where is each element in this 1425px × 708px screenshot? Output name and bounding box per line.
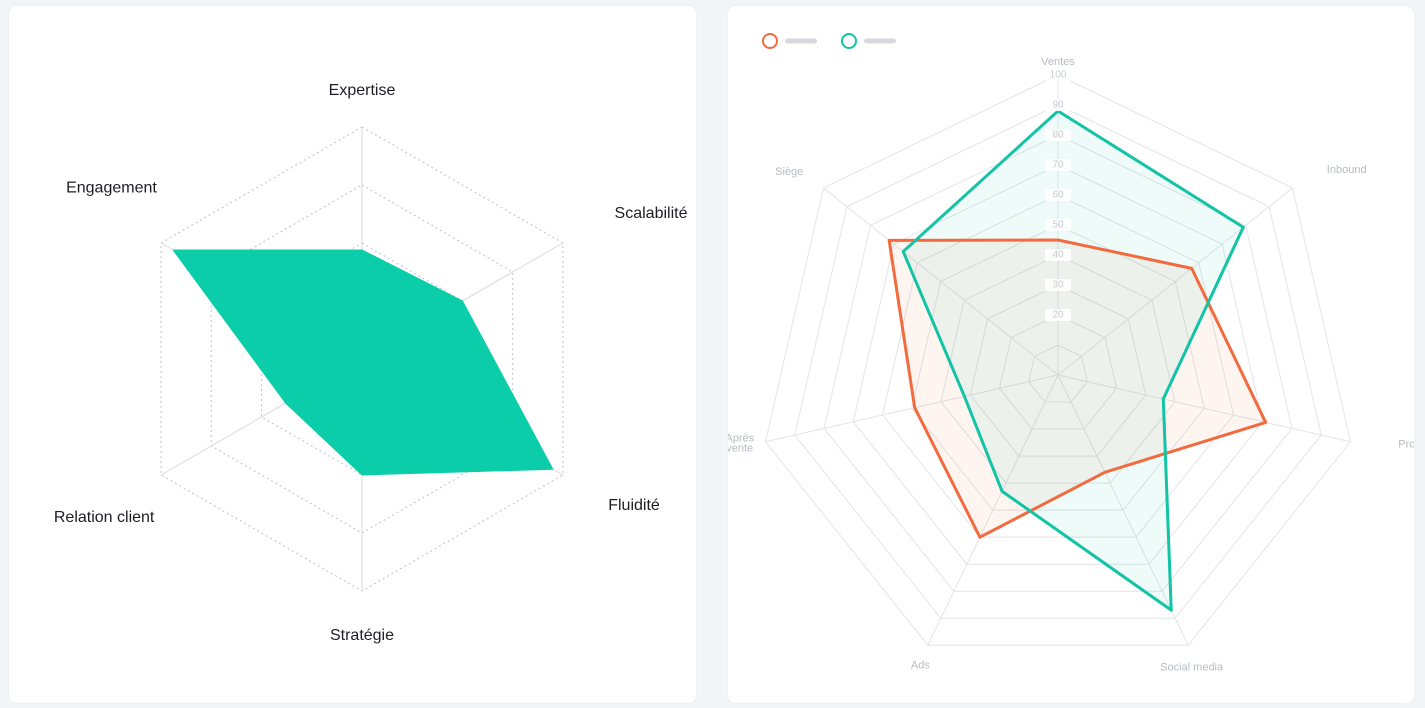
tick-label: 90 [1052,100,1064,111]
legend-label-placeholder [864,38,896,44]
axis-label-ads: Ads [911,659,930,671]
grid-spoke [1057,374,1351,443]
grid-ring [881,194,1235,538]
grid-ring [1028,344,1088,403]
tick-label: 80 [1052,130,1064,141]
axis-label-ventes: Ventes [1041,56,1075,68]
tick-label: 30 [1052,280,1064,291]
axis-label-inbound: Inbound [1327,164,1367,176]
tick-label-bg [1045,219,1071,231]
tick-label-bg [1045,99,1071,111]
tick-label: 40 [1052,250,1064,261]
grid-ring [823,134,1293,592]
axis-label-engagement: Engagement [66,180,157,197]
grid-ring [911,224,1205,511]
axis-label-apres-vente: Après vente [728,433,755,455]
legend-item[interactable] [841,33,896,49]
tick-label: 100 [1050,70,1067,81]
axis-label-relation-client: Relation client [54,509,155,526]
radar-card-left: Expertise Scalabilité Fluidité Stratégie Rel… [9,6,696,703]
grid-ring [940,254,1176,484]
grid-ring [998,314,1118,430]
axis-label-fluidite: Fluidité [608,497,660,514]
tick-labels: 20 30 40 50 60 70 80 90 100 [1045,69,1071,321]
legend-item[interactable] [762,33,817,49]
axis-label-siege: Siège [775,166,803,178]
grid-spoke [1057,374,1189,646]
axis-label-production: Production [1398,439,1414,451]
radar-chart-left: Expertise Scalabilité Fluidité Stratégie Rel… [54,82,688,644]
grid-ring [764,74,1352,646]
grid-spoke [1057,187,1293,376]
radar-grid [764,74,1352,646]
radar-chart-right: 20 30 40 50 60 70 80 90 100 Ventes Inbound Producti… [728,33,1414,673]
tick-label-bg [1045,189,1071,201]
axis-label-strategie: Stratégie [330,627,394,644]
series-area [172,249,554,476]
tick-label-bg [1045,279,1071,291]
series-area [903,111,1244,611]
tick-label: 50 [1052,220,1064,231]
grid-spoke [823,187,1059,376]
series-area [889,240,1266,538]
grid-spoke [927,374,1059,646]
axis-label-expertise: Expertise [329,82,396,99]
tick-label-bg [1045,129,1071,141]
tick-label: 70 [1052,160,1064,171]
tick-label-bg [1045,159,1071,171]
radar-card-right: 20 30 40 50 60 70 80 90 100 Ventes Inbound Producti… [728,6,1414,703]
legend-marker [762,33,778,49]
tick-label-bg [1045,69,1071,81]
tick-label: 60 [1052,190,1064,201]
tick-label: 20 [1052,310,1064,321]
series-line [887,238,1268,539]
axis-label-scalabilite: Scalabilité [615,205,688,222]
axis-label-social-media: Social media [1160,661,1224,673]
tick-label-bg [1045,309,1071,321]
grid-ring [852,164,1264,565]
grid-ring [794,104,1322,619]
legend-marker [841,33,857,49]
grid-ring [969,284,1147,457]
tick-label-bg [1045,249,1071,261]
grid-spoke [765,374,1059,443]
legend-label-placeholder [785,38,817,44]
series-line [901,109,1245,612]
legend [762,33,896,49]
